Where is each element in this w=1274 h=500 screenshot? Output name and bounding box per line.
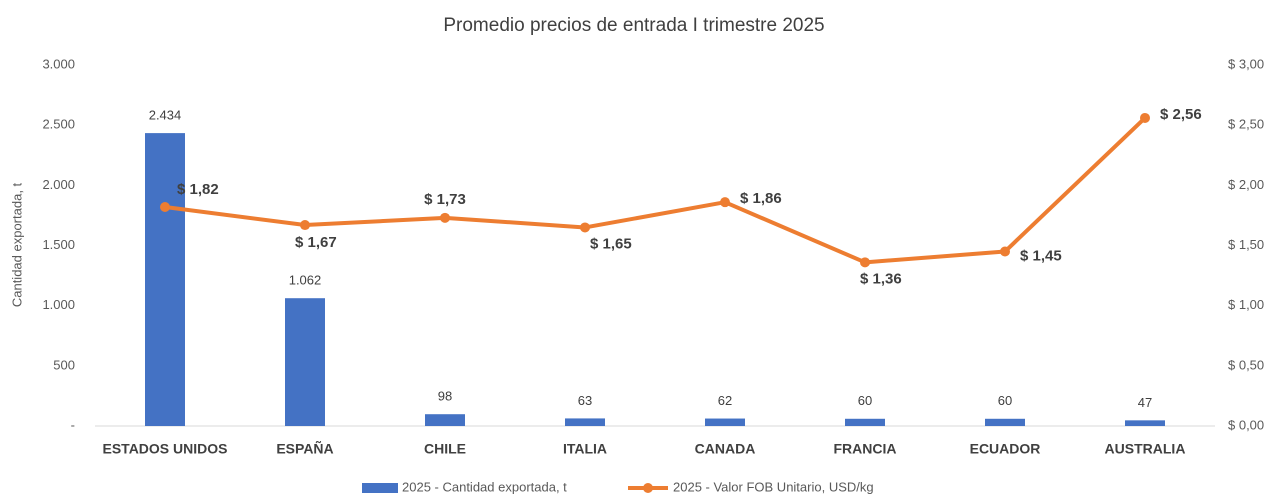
y-tick-label: 3.000	[42, 56, 75, 71]
y-tick-label: 500	[53, 357, 75, 372]
y2-tick-label: $ 1,00	[1228, 297, 1264, 312]
line-value-label: $ 1,82	[177, 181, 219, 198]
y2-tick-label: $ 2,50	[1228, 117, 1264, 132]
legend-swatch	[643, 483, 653, 493]
line-value-label: $ 1,65	[590, 235, 632, 252]
bar-value-label: 47	[1138, 395, 1152, 410]
x-tick-label: CANADA	[695, 441, 756, 457]
line-point	[580, 222, 590, 233]
bar-value-label: 1.062	[289, 273, 322, 288]
line-value-label: $ 2,56	[1160, 106, 1202, 123]
bar-value-label: 60	[858, 393, 872, 408]
line-value-label: $ 1,36	[860, 270, 902, 287]
x-tick-label: FRANCIA	[834, 441, 897, 457]
legend-swatch	[362, 483, 398, 493]
y-tick-label: 1.000	[42, 297, 75, 312]
bar-value-label: 60	[998, 393, 1012, 408]
line-point	[440, 212, 450, 223]
bar	[285, 298, 325, 426]
bar-value-label: 62	[718, 393, 732, 408]
legend-label: 2025 - Cantidad exportada, t	[402, 479, 567, 494]
y-tick-label: 2.500	[42, 117, 75, 132]
y2-tick-label: $ 0,50	[1228, 357, 1264, 372]
line-value-label: $ 1,45	[1020, 247, 1062, 264]
line-point	[160, 201, 170, 212]
y-axis-title: Cantidad exportada, t	[9, 182, 24, 307]
y2-tick-label: $ 1,50	[1228, 237, 1264, 252]
bar	[565, 418, 605, 426]
line-point	[300, 220, 310, 231]
line-point	[1140, 112, 1150, 123]
x-tick-label: ITALIA	[563, 441, 607, 457]
x-tick-label: ESPAÑA	[276, 440, 333, 457]
bar	[1125, 420, 1165, 426]
line-point	[860, 257, 870, 268]
y2-tick-label: $ 0,00	[1228, 417, 1264, 432]
x-tick-label: AUSTRALIA	[1105, 441, 1186, 457]
bar-value-label: 2.434	[149, 108, 182, 123]
bar	[145, 133, 185, 426]
y-tick-label: 2.000	[42, 177, 75, 192]
x-tick-label: ECUADOR	[970, 441, 1041, 457]
x-tick-label: ESTADOS UNIDOS	[103, 441, 228, 457]
line-value-label: $ 1,67	[295, 234, 337, 251]
legend-label: 2025 - Valor FOB Unitario, USD/kg	[673, 479, 874, 494]
y2-tick-label: $ 3,00	[1228, 56, 1264, 71]
line-value-label: $ 1,73	[424, 191, 466, 208]
bar	[985, 418, 1025, 426]
chart-title: Promedio precios de entrada I trimestre …	[443, 15, 824, 36]
y-tick-label: 1.500	[42, 237, 75, 252]
line-point	[1000, 246, 1010, 257]
bar	[705, 418, 745, 426]
bar-value-label: 63	[578, 393, 592, 408]
bar-value-label: 98	[438, 389, 452, 404]
bar	[845, 418, 885, 426]
line-point	[720, 197, 730, 208]
y2-tick-label: $ 2,00	[1228, 177, 1264, 192]
line	[164, 116, 1147, 265]
line-value-label: $ 1,86	[740, 190, 782, 207]
bar	[425, 414, 465, 426]
x-tick-label: CHILE	[424, 441, 466, 457]
y-tick-label: -	[71, 417, 75, 432]
